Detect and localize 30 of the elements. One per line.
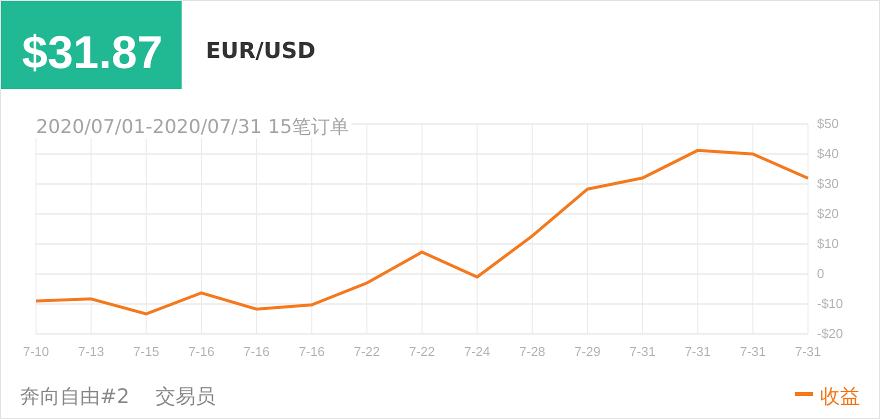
legend-label: 收益	[820, 384, 860, 408]
x-tick-label: 7-31	[684, 344, 711, 360]
x-tick-label: 7-16	[188, 344, 214, 360]
x-tick-label: 7-15	[133, 344, 160, 360]
x-tick-label: 7-31	[740, 344, 766, 360]
text: 奔向自由#2	[20, 384, 130, 408]
chart-title: $31.87	[22, 26, 163, 78]
y-tick-label: $30	[817, 176, 839, 192]
chart-subtitle: EUR/USD	[206, 39, 316, 64]
y-tick-label: $10	[817, 236, 839, 252]
x-tick-label: 7-28	[519, 344, 546, 360]
y-tick-label: $40	[817, 146, 839, 162]
y-tick-label: $20	[817, 206, 839, 222]
y-tick-label: -$20	[817, 326, 844, 342]
x-tick-label: 7-31	[794, 344, 822, 360]
annotation: 2020/07/01-2020/07/31 15笔订单	[36, 116, 350, 138]
x-tick-label: 7-16	[298, 344, 325, 360]
x-tick-label: 7-16	[244, 344, 270, 360]
x-tick-label: 7-10	[22, 344, 50, 360]
x-tick-label: 7-22	[408, 344, 436, 360]
y-tick-label: -$10	[817, 296, 844, 312]
y-tick-label: $50	[817, 116, 839, 132]
line-series	[34, 148, 810, 316]
x-tick-label: 7-24	[464, 344, 490, 360]
x-tick-label: 7-13	[78, 344, 104, 360]
x-tick-label: 7-22	[354, 344, 380, 360]
x-tick-label: 7-29	[574, 344, 600, 360]
y-tick-label: 0	[817, 266, 824, 282]
text: 交易员	[155, 384, 216, 408]
x-tick-label: 7-31	[630, 344, 656, 360]
